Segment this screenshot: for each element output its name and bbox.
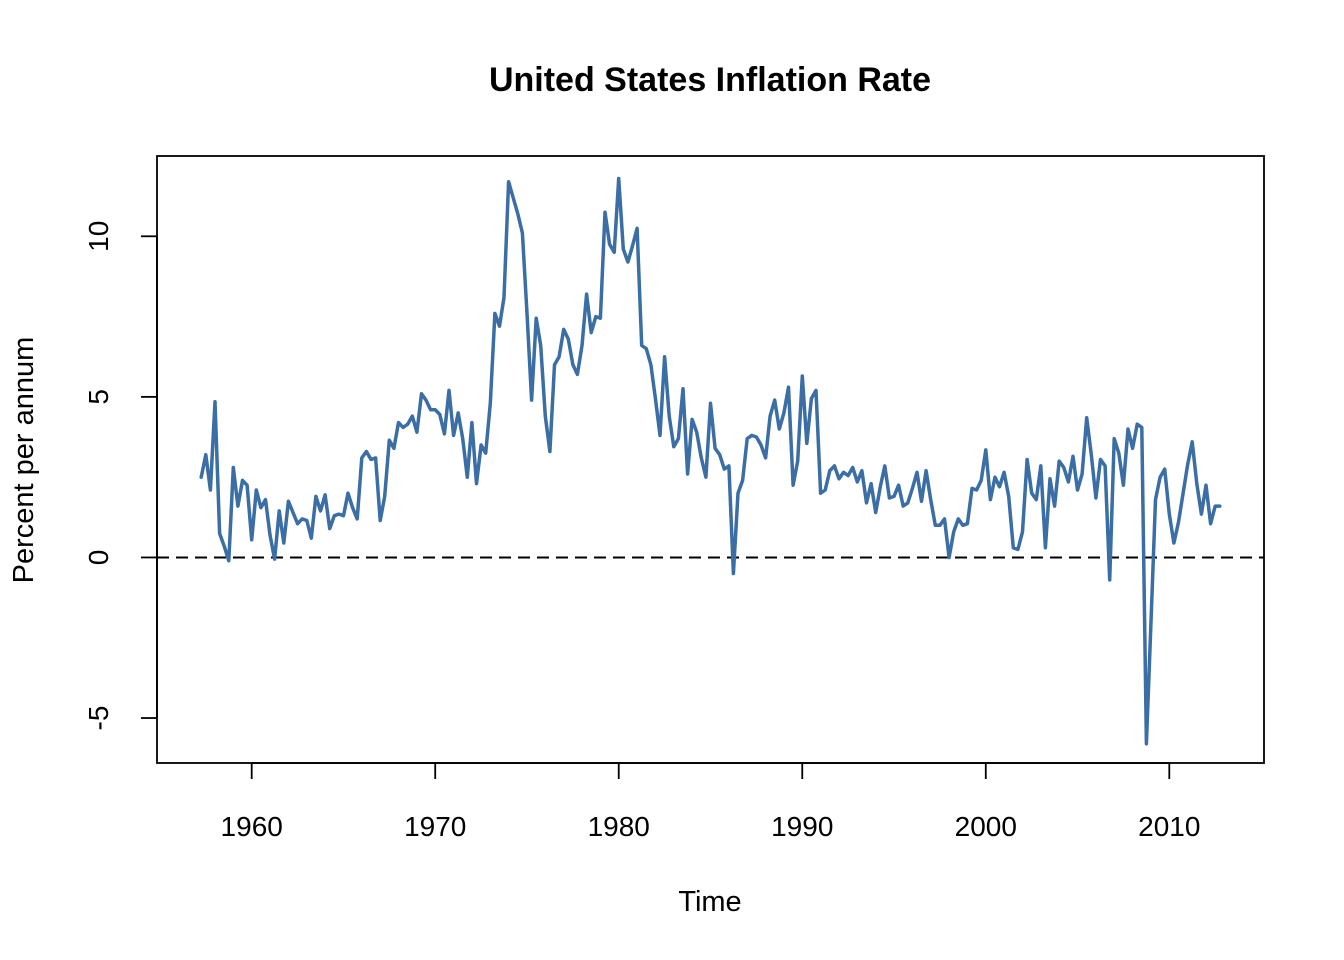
x-axis: 1960 1970 1980 1990 2000 2010 xyxy=(221,762,1200,842)
x-tick-label: 1970 xyxy=(404,811,466,842)
y-axis: -5 0 5 10 xyxy=(83,221,158,731)
x-tick-label: 2000 xyxy=(955,811,1017,842)
x-tick-label: 1980 xyxy=(588,811,650,842)
y-tick-label: -5 xyxy=(83,706,114,731)
x-tick-label: 2010 xyxy=(1138,811,1200,842)
x-tick-label: 1990 xyxy=(771,811,833,842)
y-tick-label: 0 xyxy=(83,550,114,566)
y-axis-label: Percent per annum xyxy=(8,337,40,584)
y-tick-label: 10 xyxy=(83,221,114,252)
x-tick-label: 1960 xyxy=(221,811,283,842)
x-axis-label: Time xyxy=(678,886,741,918)
chart-title: United States Inflation Rate xyxy=(489,61,931,99)
inflation-series-line xyxy=(199,176,1222,746)
y-tick-label: 5 xyxy=(83,389,114,405)
